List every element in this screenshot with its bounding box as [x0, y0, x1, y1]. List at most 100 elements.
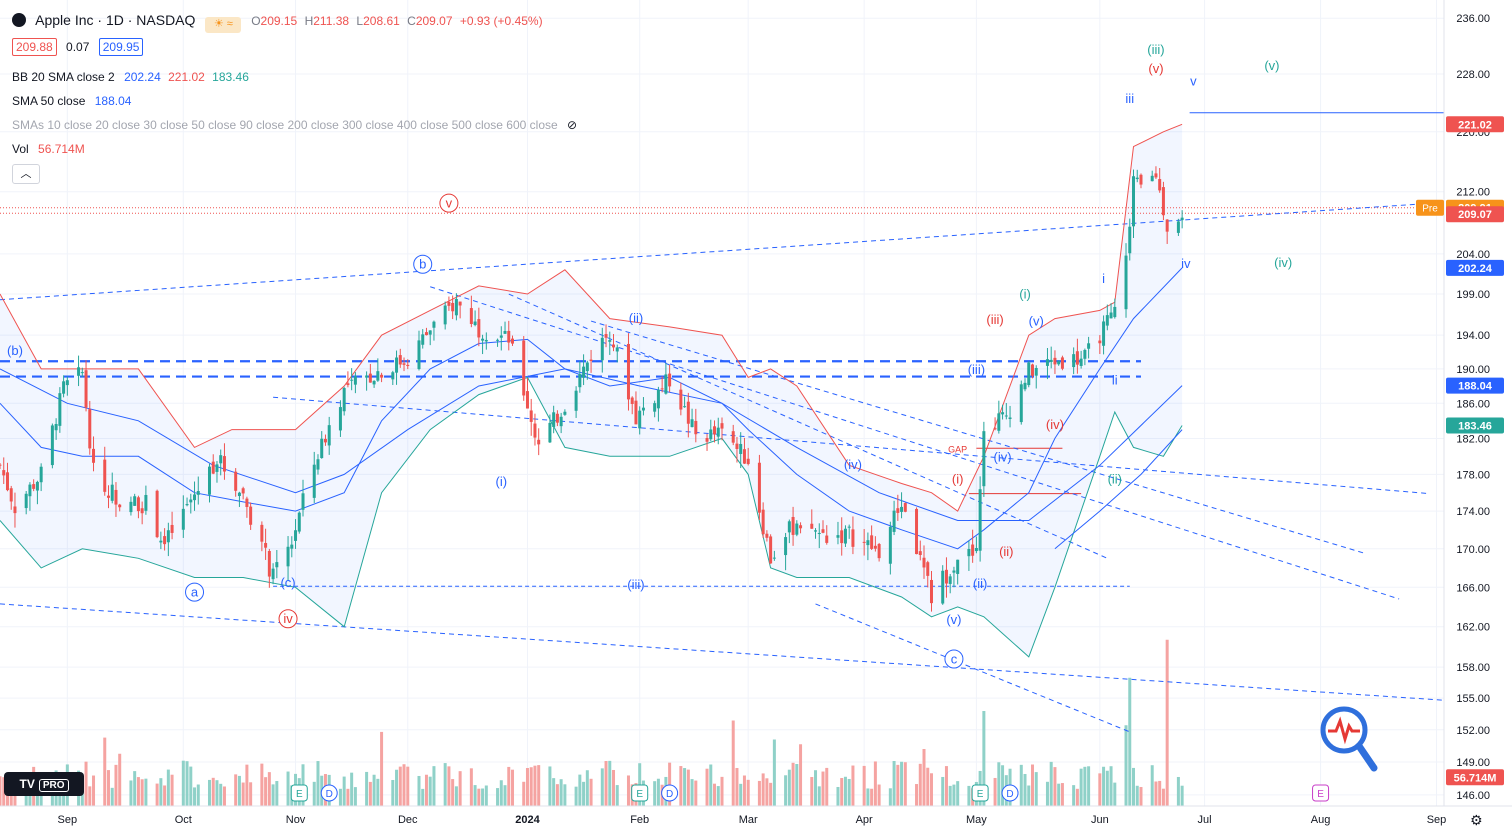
- wave-label: (ii): [973, 576, 987, 591]
- eye-off-icon[interactable]: ⊘: [567, 118, 578, 132]
- volume-bar: [372, 774, 376, 806]
- candle-body: [840, 530, 844, 544]
- wave-label: v: [446, 196, 453, 211]
- candle-body: [746, 458, 750, 465]
- volume-bar: [903, 762, 907, 806]
- settings-icon[interactable]: ⚙: [1470, 812, 1483, 828]
- candle-body: [709, 429, 713, 440]
- candle-body: [843, 528, 847, 544]
- candle-body: [181, 508, 185, 530]
- time-tick-label: Jul: [1198, 814, 1212, 826]
- candle-body: [140, 508, 144, 514]
- candle-body: [952, 570, 956, 573]
- price-tag: [1446, 259, 1504, 276]
- candle-body: [428, 330, 432, 335]
- wave-label: (v): [1029, 314, 1044, 329]
- volume-bar: [810, 777, 814, 806]
- price-tag: [1446, 377, 1504, 394]
- time-tick-label: Sep: [58, 814, 78, 826]
- candle-body: [630, 397, 634, 404]
- wave-circle: [413, 254, 433, 274]
- volume-bar: [0, 776, 2, 806]
- volume-bar: [189, 766, 193, 806]
- volume-bar: [929, 773, 933, 806]
- bb-legend[interactable]: BB 20 SMA close 2 202.24 221.02 183.46: [12, 70, 249, 84]
- chevron-up-icon[interactable]: ︿: [12, 164, 40, 184]
- candle-body: [851, 529, 855, 547]
- wave-label: ii: [1112, 372, 1118, 387]
- vol-legend[interactable]: Vol 56.714M: [12, 142, 85, 156]
- volume-bar: [110, 787, 114, 806]
- trendline: [430, 286, 1400, 600]
- wave-label: (iv): [994, 450, 1012, 465]
- volume-bar: [1049, 761, 1053, 806]
- price-tag-prefix-label: Pre: [1422, 204, 1438, 215]
- tradingview-logo-icon[interactable]: TV PRO: [4, 772, 84, 796]
- candle-body: [241, 488, 245, 494]
- wave-label: b: [419, 257, 426, 272]
- volume-bar: [926, 767, 930, 806]
- volume-bar: [948, 785, 952, 806]
- candle-body: [772, 557, 776, 559]
- candle-body: [589, 359, 593, 362]
- candle-body: [454, 299, 458, 316]
- candle-body: [237, 492, 241, 497]
- volume-bar: [668, 762, 672, 806]
- candle-body: [260, 524, 264, 542]
- candle-body: [870, 535, 874, 549]
- candle-body: [529, 410, 533, 422]
- volume-bar: [350, 772, 354, 806]
- candle-body: [424, 332, 428, 336]
- sma50-legend[interactable]: SMA 50 close 188.04: [12, 94, 132, 108]
- volume-bar: [582, 781, 586, 806]
- time-tick-label: 2024: [515, 814, 540, 826]
- bid-button[interactable]: 209.88: [12, 38, 57, 56]
- candle-body: [511, 338, 515, 344]
- volume-bar: [447, 766, 451, 806]
- candle-body: [814, 530, 818, 532]
- ohlc-values: O209.15 H211.38 L208.61 C209.07 +0.93 (+…: [251, 14, 543, 28]
- volume-bar: [241, 782, 245, 806]
- volume-bar: [1124, 725, 1128, 806]
- candle-body: [533, 423, 537, 438]
- candle-body: [1027, 362, 1031, 386]
- ask-button[interactable]: 209.95: [98, 38, 144, 56]
- candle-body: [447, 301, 451, 306]
- candle-body: [9, 488, 13, 502]
- candle-body: [275, 562, 279, 568]
- volume-bar: [1161, 788, 1165, 806]
- candle-body: [877, 544, 881, 559]
- volume-bar: [559, 779, 563, 806]
- candle-body: [219, 455, 223, 464]
- volume-bar: [140, 779, 144, 806]
- time-tick-label: Sep: [1427, 814, 1447, 826]
- candle-body: [264, 542, 268, 548]
- zoom-chart-icon[interactable]: [1318, 704, 1378, 774]
- price-tick-label: 212.00: [1456, 187, 1490, 199]
- time-axis: Sep Oct Nov Dec 2024 Feb Mar Apr May Jun Jul Aug Sep: [58, 814, 1447, 826]
- candle-body: [458, 301, 462, 306]
- wave-label: (ii): [1108, 471, 1122, 486]
- price-tick-label: 174.00: [1456, 506, 1490, 518]
- candle-body: [144, 494, 148, 511]
- candle-body: [537, 439, 541, 445]
- candle-body: [1004, 415, 1008, 417]
- candle-body: [795, 523, 799, 535]
- volume-bar: [353, 787, 357, 806]
- price-tag-label: 56.714M: [1454, 772, 1497, 784]
- volume-bar: [507, 766, 511, 806]
- symbol-title[interactable]: Apple Inc · 1D · NASDAQ: [35, 12, 196, 28]
- volume-bar: [982, 711, 986, 806]
- volume-bar: [365, 771, 369, 806]
- wave-label: (c): [280, 575, 295, 590]
- candle-body: [365, 375, 369, 378]
- volume-bar: [129, 780, 133, 806]
- smas-legend[interactable]: SMAs 10 close 20 close 30 close 50 close…: [12, 118, 578, 132]
- candle-body: [290, 544, 294, 549]
- candle-body: [28, 484, 32, 497]
- volume-bar: [799, 744, 803, 806]
- candle-body: [503, 330, 507, 334]
- candle-body: [757, 462, 761, 513]
- earnings-marker: [1312, 784, 1330, 802]
